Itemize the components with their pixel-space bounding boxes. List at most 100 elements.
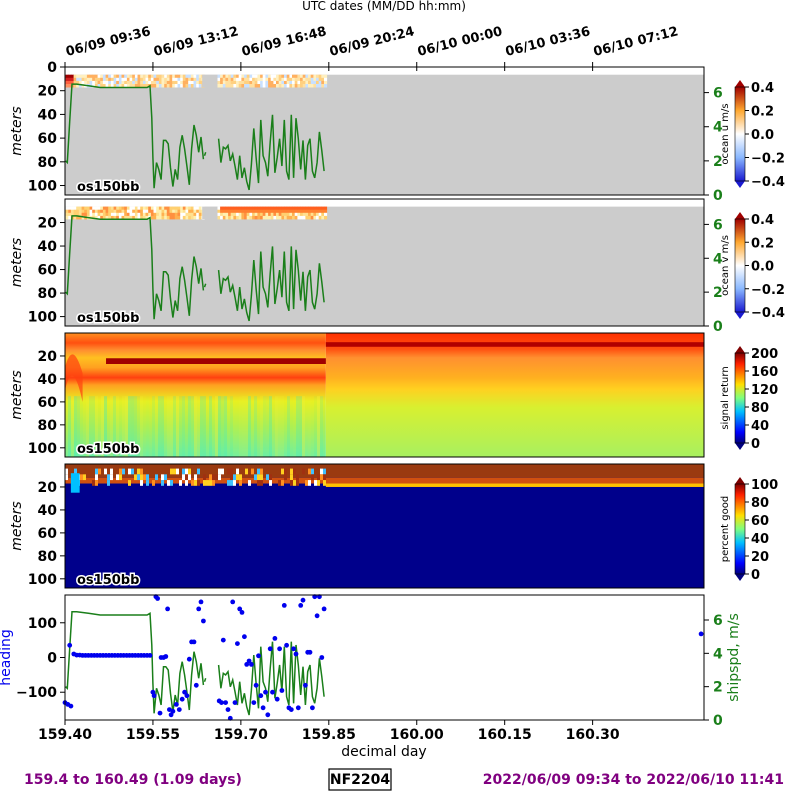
depth-tick-label: 60 xyxy=(38,131,58,147)
depth-tick-label: 20 xyxy=(38,84,58,100)
heading-point xyxy=(281,603,287,608)
depth-tick-label: 80 xyxy=(38,286,58,302)
colorbar-tick-label: 0 xyxy=(751,437,760,452)
heading-point xyxy=(277,646,282,652)
heading-point xyxy=(196,606,202,612)
heading-point xyxy=(186,656,192,662)
heading-point xyxy=(288,707,294,712)
depth-axis-label: meters xyxy=(9,501,25,550)
x-tick-label: 160.00 xyxy=(390,727,444,743)
heading-point xyxy=(219,700,224,705)
heading-point xyxy=(293,651,299,657)
depth-tick-label: 80 xyxy=(38,549,58,565)
x-tick-label: 159.40 xyxy=(38,727,92,743)
speed-tick-label: 4 xyxy=(713,120,723,136)
depth-axis-label: meters xyxy=(9,238,25,287)
heading-point xyxy=(265,712,271,718)
depth-tick-label: 60 xyxy=(38,263,58,279)
colorbar-ocean-u-extend-top xyxy=(735,80,745,87)
x-tick-label: 160.30 xyxy=(566,727,620,743)
instrument-label: os150bb xyxy=(77,311,139,326)
heading-tick-label: 0 xyxy=(47,651,57,667)
heading-points xyxy=(62,594,704,721)
heading-point xyxy=(310,705,315,711)
colorbar-label: ocean v m/s xyxy=(720,235,731,296)
plot-frame xyxy=(64,463,705,589)
heading-point xyxy=(291,646,296,652)
heading-point xyxy=(68,703,74,709)
colorbar-tick-label: 0.4 xyxy=(751,81,774,96)
heading-point xyxy=(321,606,327,612)
percent-good-cells xyxy=(65,468,326,486)
velocity-cells xyxy=(65,206,328,220)
colorbar-ocean-v-extend-top xyxy=(735,212,745,219)
signal-plume xyxy=(65,354,83,402)
heading-point xyxy=(220,637,226,643)
heading-point xyxy=(155,596,161,601)
heading-point xyxy=(274,696,280,702)
heading-point xyxy=(151,693,157,699)
heading-point xyxy=(270,689,275,695)
colorbar-signal-return-extend-top xyxy=(735,346,745,353)
speed-tick-label: 2 xyxy=(713,285,723,301)
heading-point xyxy=(237,606,243,612)
speed-tick-label: 4 xyxy=(713,251,723,267)
colorbar-tick-label: −0.4 xyxy=(751,175,785,190)
heading-point xyxy=(258,693,264,699)
heading-point xyxy=(230,599,236,605)
heading-tick-label: 100 xyxy=(28,616,57,632)
depth-axis-label: meters xyxy=(9,106,25,155)
cruise-id: NF2204 xyxy=(330,772,391,788)
colorbar-label: percent good xyxy=(720,496,731,562)
colorbar-percent-good xyxy=(734,483,746,575)
colorbar-tick-label: −0.4 xyxy=(751,306,785,321)
heading-point xyxy=(263,689,268,695)
heading-point xyxy=(227,715,233,721)
top-tick-label: 06/09 09:36 xyxy=(64,24,152,60)
colorbar-tick-label: 0 xyxy=(751,568,760,583)
heading-point xyxy=(253,682,259,688)
heading-point xyxy=(242,634,247,640)
top-tick-label: 06/09 16:48 xyxy=(240,24,328,60)
heading-point xyxy=(239,610,245,615)
data-gap xyxy=(202,74,218,88)
heading-point xyxy=(184,693,190,699)
speed-tick-label: 6 xyxy=(713,613,723,629)
speed-tick-label: 6 xyxy=(713,86,723,102)
depth-tick-label: 20 xyxy=(38,480,58,496)
instrument-label: os150bb xyxy=(77,573,139,588)
footer-date-range: 2022/06/09 09:34 to 2022/06/10 11:41 xyxy=(483,772,784,788)
heading-point xyxy=(170,708,176,714)
signal-band-surface xyxy=(325,342,704,347)
depth-tick-label: 100 xyxy=(28,572,57,588)
heading-point xyxy=(300,597,306,603)
colorbar-tick-label: 0.2 xyxy=(751,236,774,251)
depth-axis-label: meters xyxy=(9,370,25,419)
top-tick-label: 06/09 13:12 xyxy=(152,24,240,60)
colorbar-tick-label: 80 xyxy=(751,496,769,511)
percent-good-edge xyxy=(325,483,704,487)
heading-point xyxy=(179,696,185,702)
percent-good-band xyxy=(65,477,704,484)
top-axis-title: UTC dates (MM/DD hh:mm) xyxy=(302,0,466,13)
speed-tick-label: 6 xyxy=(713,217,723,233)
heading-point xyxy=(314,613,320,619)
x-axis-label: decimal day xyxy=(341,744,426,760)
heading-point xyxy=(67,642,73,648)
heading-point xyxy=(193,682,199,688)
colorbar-ocean-v xyxy=(734,218,746,313)
heading-point xyxy=(284,642,289,648)
speed-tick-label: 2 xyxy=(713,154,723,170)
colorbar-tick-label: 160 xyxy=(751,365,778,380)
heading-point xyxy=(147,653,153,658)
depth-tick-label: 40 xyxy=(38,503,58,519)
heading-point xyxy=(246,658,252,664)
depth-tick-label: 40 xyxy=(38,107,58,123)
heading-point xyxy=(307,649,313,655)
plot-frame xyxy=(64,198,705,327)
colorbar-signal-return-extend-bottom xyxy=(735,443,745,450)
heading-point xyxy=(298,603,304,608)
heading-point xyxy=(260,705,266,711)
x-tick-label: 159.55 xyxy=(126,727,180,743)
heading-point xyxy=(256,653,261,659)
